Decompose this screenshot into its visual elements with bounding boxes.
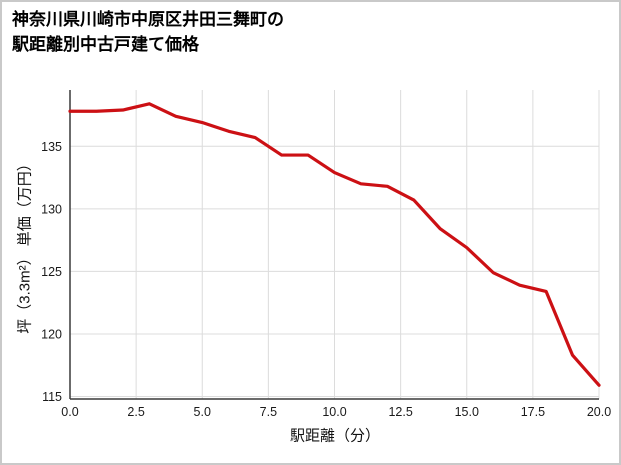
x-tick-label: 7.5 <box>260 405 277 419</box>
y-axis-label: 坪（3.3m²） 単価（万円） <box>16 156 34 334</box>
x-tick-label: 17.5 <box>521 405 545 419</box>
x-tick-label: 20.0 <box>587 405 611 419</box>
chart-title-line2: 駅距離別中古戸建て価格 <box>12 34 199 54</box>
x-tick-label: 0.0 <box>61 405 78 419</box>
y-tick-label: 135 <box>41 140 62 154</box>
price-line-series <box>68 102 601 387</box>
y-tick-label: 125 <box>41 265 62 279</box>
x-tick-label: 15.0 <box>455 405 479 419</box>
chart-title-line1: 神奈川県川崎市中原区井田三舞町の <box>12 10 284 29</box>
y-tick-label: 130 <box>41 202 62 216</box>
x-tick-label: 12.5 <box>388 405 412 419</box>
x-tick-label: 2.5 <box>127 405 144 419</box>
x-tick-label: 5.0 <box>194 405 211 419</box>
chart-title: 神奈川県川崎市中原区井田三舞町の 駅距離別中古戸建て価格 <box>12 8 284 57</box>
y-tick-label: 120 <box>41 327 62 341</box>
y-tick-label: 115 <box>42 390 62 404</box>
x-tick-label: 10.0 <box>322 405 346 419</box>
x-axis-label: 駅距離（分） <box>289 427 381 445</box>
